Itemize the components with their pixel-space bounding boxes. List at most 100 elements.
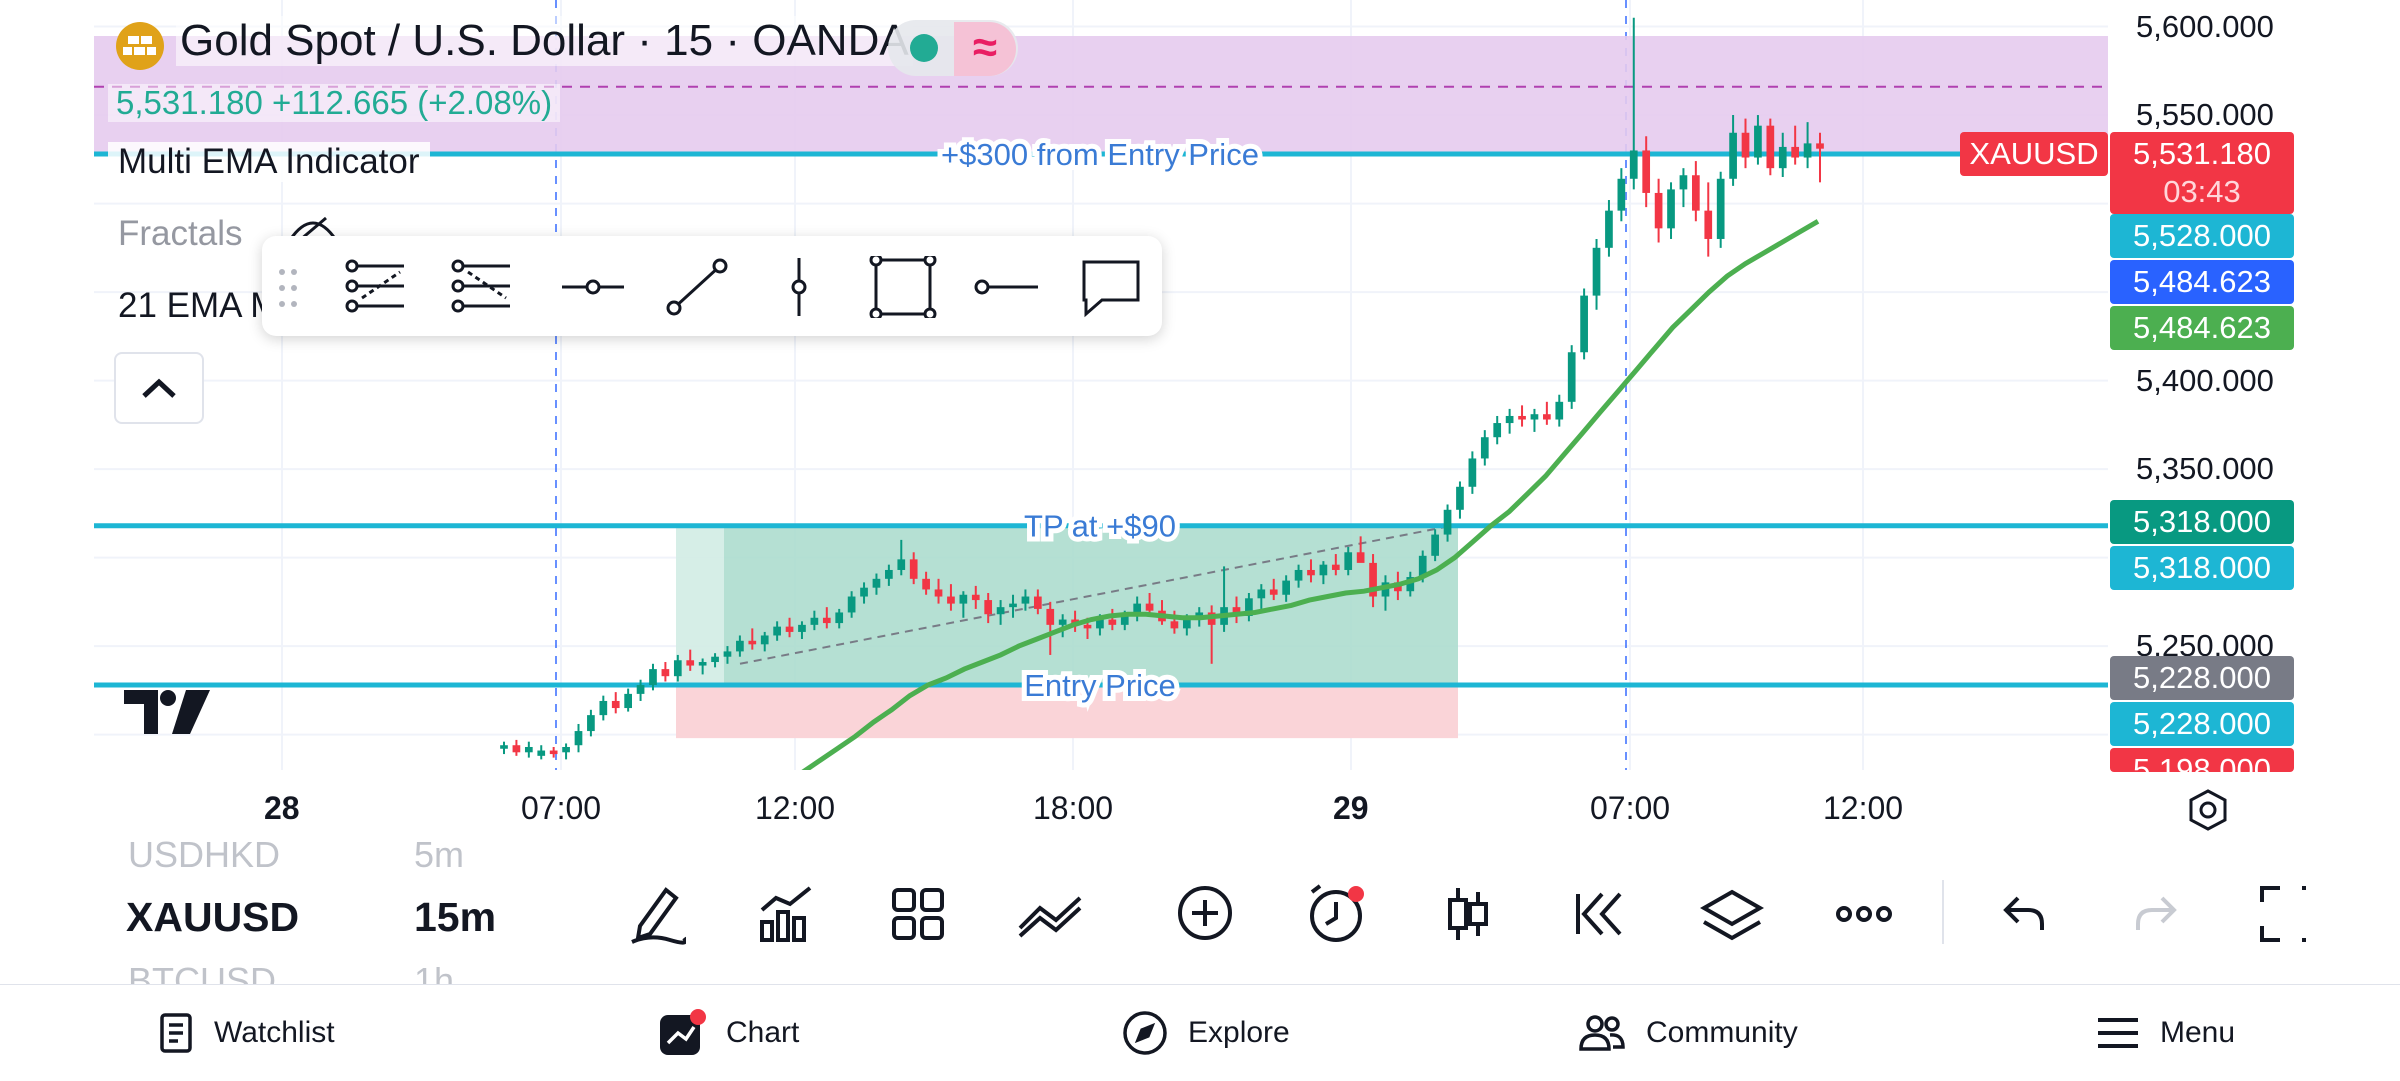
- candle-body: [810, 617, 819, 625]
- symbol-title[interactable]: Gold Spot / U.S. Dollar · 15 · OANDA: [176, 16, 913, 66]
- watchlist-row-xauusd-interval[interactable]: 15m: [414, 894, 497, 940]
- candle-body: [673, 660, 682, 677]
- candle-body: [1778, 146, 1787, 169]
- candle-body: [1182, 619, 1191, 629]
- watchlist-row-btcusd-interval[interactable]: 1h: [414, 960, 455, 984]
- indicator-21-ema[interactable]: 21 EMA M: [118, 286, 280, 325]
- candle-body: [1307, 569, 1315, 576]
- nav-explore-label: Explore: [1188, 1016, 1290, 1049]
- nav-watchlist[interactable]: Watchlist: [158, 985, 335, 1081]
- candle-body: [736, 640, 744, 652]
- more-options-icon[interactable]: [1836, 902, 1892, 931]
- short-position-tool-icon[interactable]: [448, 256, 518, 318]
- candle-body: [1245, 598, 1253, 616]
- nav-chart[interactable]: Chart: [658, 985, 799, 1081]
- candle-body: [959, 594, 968, 604]
- candle-body: [1580, 295, 1588, 353]
- candle-body: [587, 715, 595, 732]
- candle-body: [1654, 192, 1663, 229]
- nav-explore[interactable]: Explore: [1122, 985, 1290, 1081]
- indicators-icon[interactable]: [756, 884, 816, 949]
- nav-menu-label: Menu: [2160, 1016, 2236, 1049]
- nav-menu[interactable]: Menu: [2096, 985, 2235, 1081]
- compare-symbols-icon[interactable]: [1016, 892, 1084, 943]
- long-position-tool-icon[interactable]: [342, 256, 412, 318]
- horizontal-ray-icon[interactable]: [558, 256, 628, 318]
- chart-bottom-toolbar: USDHKD 5m XAUUSD 15m BTCUSD 1h: [0, 834, 2400, 984]
- alert-clock-icon[interactable]: [1306, 882, 1370, 949]
- fullscreen-icon[interactable]: [2258, 884, 2306, 949]
- horizontal-line-icon[interactable]: [972, 256, 1042, 318]
- candle-body: [1518, 415, 1526, 420]
- position-trend-line: [739, 524, 1453, 665]
- candle-body: [1456, 486, 1464, 510]
- watchlist-row-usdhkd-interval[interactable]: 5m: [414, 834, 465, 875]
- settings-hex-icon[interactable]: [2186, 788, 2230, 837]
- candle-body: [1754, 125, 1762, 158]
- undo-icon[interactable]: [2002, 894, 2046, 939]
- candle-body: [897, 559, 906, 570]
- candle-body: [947, 596, 955, 604]
- toolbar-divider: [1942, 880, 1944, 944]
- trend-line-icon[interactable]: [662, 256, 732, 318]
- layouts-grid-icon[interactable]: [890, 886, 946, 947]
- symbol-price-tag: XAUUSD: [1960, 132, 2108, 176]
- tradingview-logo: [124, 690, 214, 739]
- watchlist-row-xauusd-symbol[interactable]: XAUUSD: [126, 894, 300, 940]
- wave-icon[interactable]: ≈: [954, 22, 1016, 76]
- candle-body: [1803, 143, 1812, 158]
- candle-body: [934, 589, 943, 597]
- profit-zone: [676, 525, 1458, 686]
- level-label: Entry Price: [1024, 668, 1176, 703]
- candle-body: [1331, 564, 1340, 570]
- candle-body: [922, 578, 930, 590]
- ema-line: [784, 219, 1820, 780]
- add-plus-circle-icon[interactable]: [1176, 884, 1234, 947]
- draw-pencil-icon[interactable]: [626, 882, 688, 951]
- community-icon: [1579, 1015, 1625, 1051]
- price-tag: 5,228.000: [2110, 656, 2294, 700]
- watchlist-row-usdhkd-symbol[interactable]: USDHKD: [128, 834, 281, 875]
- price-tick-label: 5,400.000: [2136, 362, 2274, 398]
- watchlist-icon: [160, 1013, 192, 1053]
- price-tag: 5,228.000: [2110, 702, 2294, 746]
- candle-body: [1443, 509, 1452, 535]
- candle-body: [1232, 607, 1241, 616]
- indicator-fractals[interactable]: Fractals: [118, 214, 243, 253]
- nav-chart-label: Chart: [726, 1016, 800, 1049]
- nav-community-label: Community: [1646, 1016, 1798, 1049]
- loss-zone: [676, 685, 1458, 739]
- price-tag: 5,198.000: [2110, 748, 2294, 772]
- comment-callout-icon[interactable]: [1076, 256, 1146, 318]
- vertical-line-icon[interactable]: [764, 256, 834, 318]
- rectangle-tool-icon[interactable]: [868, 253, 938, 321]
- candle-body: [711, 656, 719, 663]
- redo-icon[interactable]: [2134, 894, 2178, 939]
- candle-body: [1009, 603, 1017, 608]
- candle-body: [1729, 132, 1737, 179]
- candle-body: [748, 640, 757, 645]
- replay-rewind-icon[interactable]: [1572, 888, 1624, 945]
- candle-style-icon[interactable]: [1446, 884, 1490, 949]
- candle-body: [524, 746, 533, 753]
- candle-body: [1257, 589, 1266, 599]
- nav-community[interactable]: Community: [1578, 985, 1798, 1081]
- candle-body: [1145, 603, 1154, 611]
- chart-nav-icon: [660, 1009, 706, 1055]
- price-tag: 5,528.000: [2110, 214, 2294, 258]
- candlestick-series: [500, 17, 1824, 760]
- candle-body: [1766, 125, 1775, 169]
- time-tick-label: 07:00: [521, 790, 602, 826]
- price-tick-label: 5,600.000: [2136, 8, 2274, 44]
- collapse-legend-button[interactable]: [114, 352, 204, 424]
- drag-handle-icon[interactable]: [276, 266, 300, 315]
- watchlist-row-btcusd-symbol[interactable]: BTCUSD: [128, 960, 277, 984]
- candle-body: [1605, 210, 1613, 248]
- layers-icon[interactable]: [1699, 886, 1765, 951]
- time-tick-label: 28: [264, 790, 300, 826]
- indicator-multi-ema[interactable]: Multi EMA Indicator: [108, 142, 430, 182]
- candle-body: [1530, 414, 1539, 420]
- candle-body: [1120, 614, 1129, 625]
- candle-body: [1108, 619, 1117, 625]
- candle-body: [1816, 143, 1824, 149]
